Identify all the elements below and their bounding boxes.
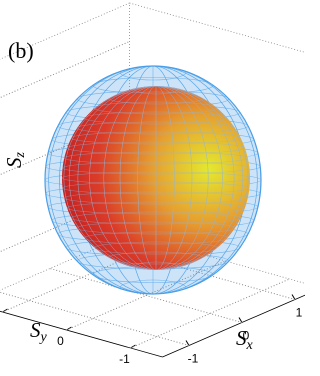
mesh-line <box>48 66 258 294</box>
y-label-symbol: S <box>30 318 41 342</box>
grid-line <box>0 41 130 99</box>
grid-line <box>66 260 226 331</box>
mesh-line <box>89 86 223 270</box>
mesh-line <box>119 86 193 270</box>
mesh-line <box>103 86 209 270</box>
panel-label: (b) <box>8 38 34 63</box>
y-tick-label: 0 <box>57 334 64 348</box>
mesh-line <box>68 86 244 270</box>
outer-front <box>45 66 261 294</box>
x-tick <box>185 340 190 346</box>
z-axis-label: Sz <box>2 151 28 168</box>
grid-line <box>49 268 243 323</box>
x-axis-label: Sx <box>236 326 254 353</box>
mesh-line <box>63 86 249 270</box>
inner-sphere <box>62 86 250 270</box>
y-tick-label: -1 <box>119 352 130 366</box>
x-axis-line <box>162 294 305 358</box>
z-label-symbol: S <box>2 157 26 168</box>
mesh-line <box>77 86 235 270</box>
y-axis-line <box>0 310 163 358</box>
surfaces <box>44 65 262 295</box>
grid-line <box>0 291 190 346</box>
x-label-subscript: x <box>246 338 254 353</box>
mesh-line <box>137 86 175 270</box>
mesh-line <box>62 171 250 185</box>
x-tick-label: 1 <box>296 306 303 320</box>
x-tick <box>238 317 243 323</box>
x-tick-label: -1 <box>188 352 199 366</box>
grid-line <box>130 278 290 349</box>
chart: -101-101-101 (b) Sz Sy Sx <box>0 2 305 366</box>
x-tick-label: 0 <box>243 329 250 343</box>
z-label-subscript: z <box>13 151 28 158</box>
x-label-symbol: S <box>236 326 247 350</box>
back-edge <box>129 2 305 53</box>
y-label-subscript: y <box>39 330 48 345</box>
y-axis-label: Sy <box>30 318 48 345</box>
x-tick <box>291 294 296 300</box>
